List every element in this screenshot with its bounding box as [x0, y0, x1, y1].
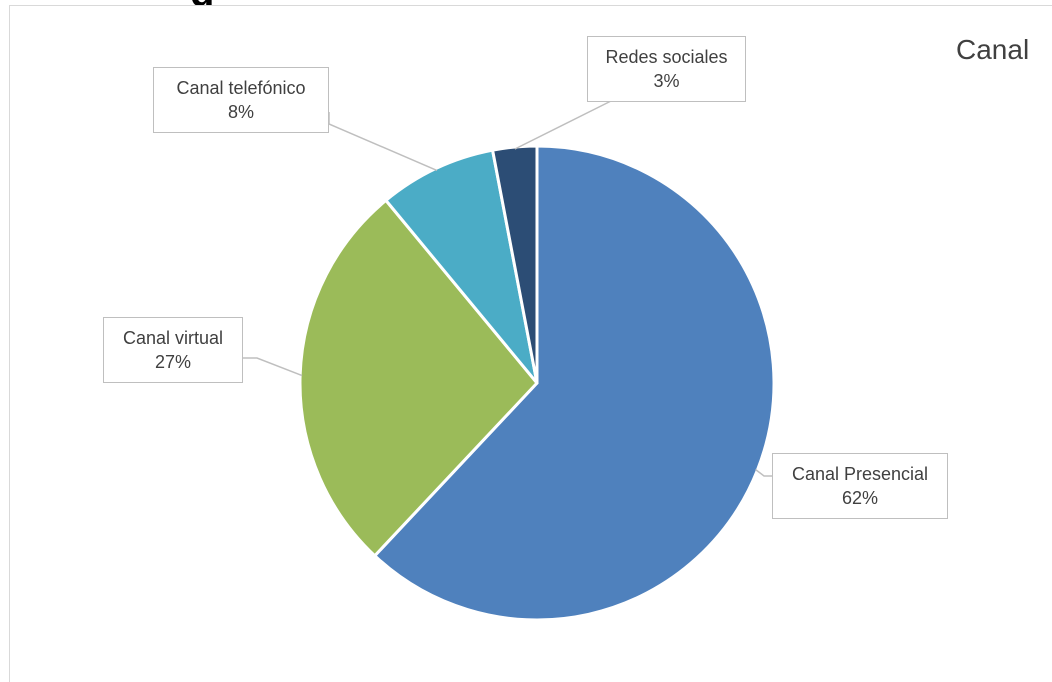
leader-line-canal-telefonico: [328, 112, 438, 172]
data-label-category: Canal virtual: [122, 327, 224, 348]
data-label-value: 8%: [227, 102, 254, 122]
data-label-value: 27%: [154, 352, 192, 372]
data-label-category: Canal telefónico: [176, 77, 306, 98]
data-label-value: 62%: [841, 488, 879, 508]
leader-line-redes-sociales: [514, 100, 612, 150]
leader-line-canal-virtual: [243, 357, 303, 377]
pie-slice-canal-telefonico: [384, 148, 539, 385]
data-label-canal-virtual: Canal virtual 27%: [103, 317, 243, 383]
leader-lines: [243, 100, 772, 477]
chart-title: Canal: [956, 34, 1030, 65]
pie-slices: [298, 144, 776, 622]
leader-line-canal-presencial: [755, 468, 772, 477]
data-label-redes-sociales: Redes sociales 3%: [587, 36, 746, 102]
data-label-category: Canal Presencial: [791, 463, 929, 484]
data-label-canal-telefonico: Canal telefónico 8%: [153, 67, 329, 133]
data-label-value: 3%: [653, 71, 680, 91]
data-label-canal-presencial: Canal Presencial 62%: [772, 453, 948, 519]
pie-slice-redes-sociales: [491, 144, 539, 385]
data-label-category: Redes sociales: [605, 46, 728, 67]
